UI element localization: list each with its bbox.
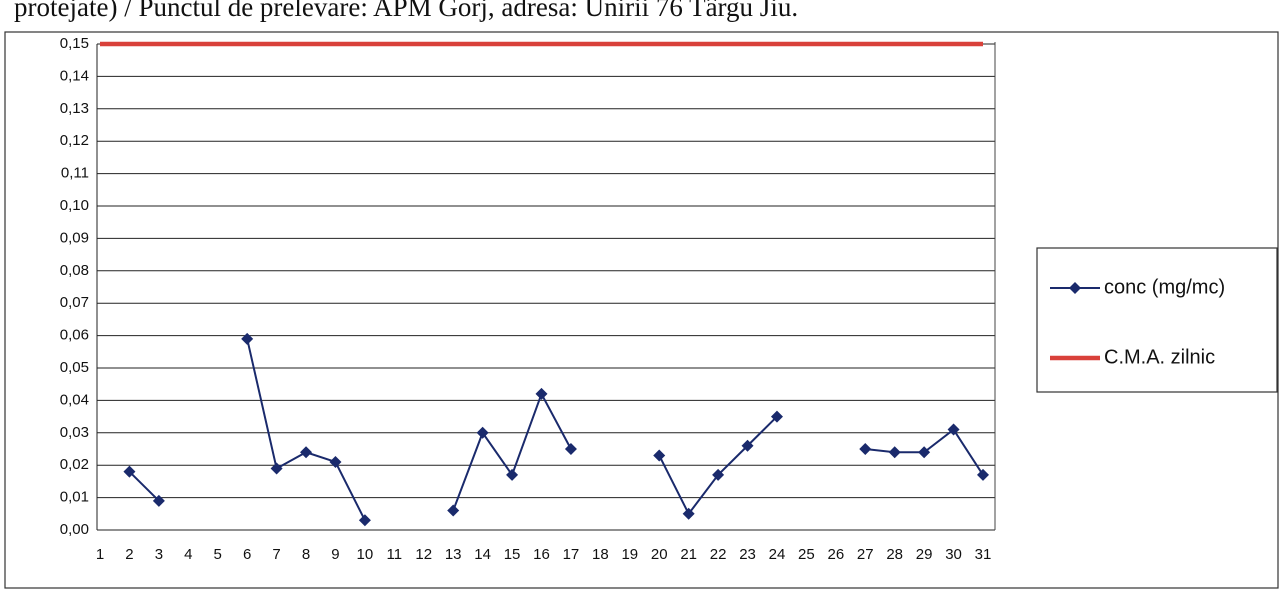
y-tick-label: 0,00 (60, 521, 89, 538)
x-tick-label: 22 (710, 546, 727, 563)
legend-box (1036, 247, 1278, 393)
x-tick-label: 28 (886, 546, 903, 563)
data-point (741, 439, 754, 452)
y-tick-label: 0,07 (60, 294, 89, 311)
data-point (564, 443, 577, 455)
y-tick-label: 0,10 (60, 197, 89, 214)
x-tick-label: 15 (504, 546, 521, 563)
chart-border (4, 31, 1279, 589)
legend-text: C.M.A. zilnic (1104, 346, 1215, 368)
x-tick-label: 19 (621, 546, 638, 563)
data-point (506, 468, 519, 481)
x-tick-label: 4 (184, 546, 192, 563)
data-point (329, 455, 342, 468)
x-tick-label: 5 (214, 546, 222, 563)
x-tick-label: 26 (827, 546, 844, 563)
data-point (152, 494, 165, 507)
x-tick-label: 25 (798, 546, 815, 563)
y-tick-label: 0,05 (60, 359, 89, 376)
data-point (682, 507, 695, 520)
x-tick-label: 16 (533, 546, 550, 563)
x-tick-label: 29 (916, 546, 933, 563)
legend-text: conc (mg/mc) (1104, 276, 1225, 298)
data-line (246, 338, 366, 521)
x-tick-label: 12 (415, 546, 432, 563)
data-point (300, 446, 313, 459)
x-tick-label: 14 (474, 546, 491, 563)
x-tick-label: 27 (857, 546, 874, 563)
data-point (476, 426, 489, 439)
legend-marker (1069, 282, 1081, 294)
x-tick-label: 6 (243, 546, 251, 563)
data-point (535, 387, 548, 400)
data-point (859, 443, 872, 455)
data-point (123, 465, 136, 478)
data-line (128, 470, 160, 502)
data-point (770, 410, 783, 423)
x-tick-label: 9 (331, 546, 339, 563)
x-tick-label: 21 (680, 546, 697, 563)
x-tick-label: 23 (739, 546, 756, 563)
x-tick-label: 30 (945, 546, 962, 563)
x-tick-label: 8 (302, 546, 310, 563)
data-point (358, 514, 371, 527)
data-point (270, 462, 283, 475)
heading: protejate) / Punctul de prelevare: APM G… (14, 0, 798, 22)
x-tick-label: 11 (387, 546, 403, 563)
y-tick-label: 0,11 (61, 165, 89, 182)
y-tick-label: 0,14 (60, 67, 89, 84)
y-tick-label: 0,09 (60, 229, 89, 246)
y-tick-label: 0,01 (60, 489, 89, 506)
y-tick-label: 0,04 (60, 391, 89, 408)
x-tick-label: 7 (272, 546, 280, 563)
data-point (241, 332, 254, 345)
y-tick-label: 0,02 (60, 456, 89, 473)
y-tick-label: 0,06 (60, 327, 89, 344)
x-tick-label: 17 (563, 546, 580, 563)
data-point (918, 446, 931, 459)
x-tick-label: 31 (975, 546, 992, 563)
data-point (977, 468, 989, 481)
x-tick-label: 3 (155, 546, 163, 563)
y-tick-label: 0,15 (60, 35, 89, 52)
x-tick-label: 13 (445, 546, 462, 563)
data-point (653, 449, 666, 462)
x-tick-label: 20 (651, 546, 668, 563)
y-tick-label: 0,13 (60, 100, 89, 117)
data-point (947, 423, 960, 436)
y-tick-label: 0,08 (60, 262, 89, 279)
y-tick-label: 0,03 (60, 424, 89, 441)
x-tick-label: 1 (96, 546, 104, 563)
x-tick-label: 2 (125, 546, 133, 563)
data-point (712, 468, 725, 481)
x-tick-label: 24 (769, 546, 786, 563)
x-tick-label: 10 (357, 546, 374, 563)
x-tick-label: 18 (592, 546, 609, 563)
data-line (452, 391, 572, 511)
data-point (888, 446, 901, 459)
y-tick-label: 0,12 (60, 132, 89, 149)
data-point (447, 504, 460, 517)
